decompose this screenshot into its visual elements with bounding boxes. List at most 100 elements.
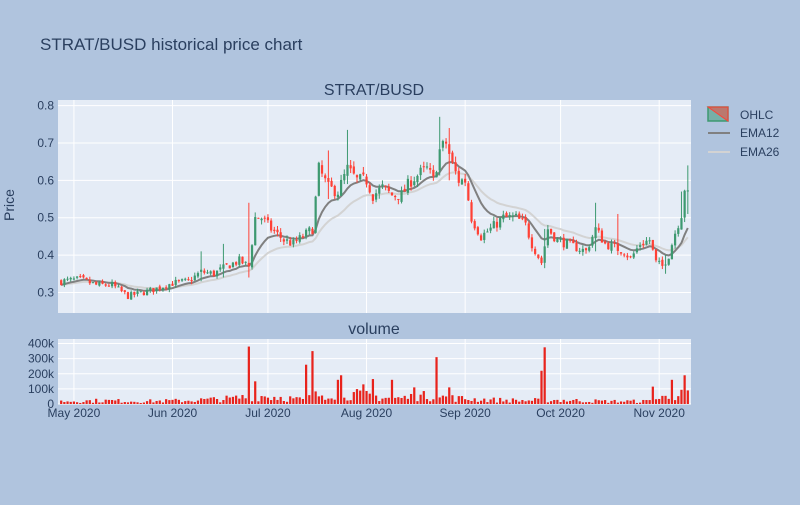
candle-body [142,292,145,296]
candle-body [597,227,600,231]
candle-body [107,285,111,287]
volume-bar [349,400,352,404]
volume-bar [320,395,324,404]
candle-body [139,291,142,293]
volume-bar [661,395,664,404]
price-tick-label: 0.3 [37,285,54,299]
candle-body [648,240,651,242]
candle-body [553,232,556,242]
candle-body [260,218,263,221]
volume-bar [250,401,254,404]
volume-bar [327,398,330,404]
volume-bar [432,399,435,404]
candle-body [473,221,476,229]
price-tick-label: 0.8 [37,99,54,113]
volume-bar [88,400,91,404]
volume-bar [565,401,569,404]
volume-bar [298,397,301,404]
volume-bar [505,399,508,404]
candle-body [492,221,495,229]
candle-body [241,256,244,264]
volume-bar [295,397,298,404]
volume-bar [231,396,235,404]
volume-bar [642,399,645,404]
volume-bar [429,401,432,404]
volume-bar [597,400,600,404]
candle-body [225,263,228,265]
candle-body [591,236,594,246]
candle-body [184,278,187,280]
candle-body [114,282,117,287]
price-plot-area [58,100,691,313]
volume-bar [145,401,149,404]
price-tick-label: 0.7 [37,136,54,150]
volume-bar [476,401,479,404]
volume-bar [613,399,616,404]
volume-bar [276,399,279,404]
volume-bar [180,402,184,404]
volume-tick-label: 0 [47,397,54,411]
volume-bar [416,401,419,404]
volume-bar [616,402,619,404]
candle-body [60,280,63,285]
candle-body [581,248,584,252]
candle-body [126,292,130,299]
volume-bar [238,398,241,404]
candle-body [193,275,196,281]
volume-bar [479,400,483,404]
volume-bar [508,402,511,404]
volume-bar [460,396,464,404]
legend-item-ohlc[interactable]: OHLC [706,106,774,122]
volume-bar [117,399,120,404]
volume-bar [95,398,98,404]
legend[interactable]: OHLC EMA12 EMA26 [706,106,780,159]
candle-body [483,232,486,240]
volume-subplot-title: volume [348,321,400,338]
candle-body [355,175,359,178]
candle-body [238,256,241,265]
candle-body [228,265,231,269]
candle-body [546,229,549,246]
candle-body [464,178,467,183]
date-tick-label: May 2020 [48,406,101,420]
volume-bar [60,400,63,404]
candle-body [521,218,524,220]
candle-body [149,287,152,291]
volume-bar [155,400,158,404]
volume-bar [126,402,130,404]
volume-bar [518,401,521,404]
candle-body [400,190,403,202]
candle-body [438,149,441,171]
volume-bar [200,398,203,404]
volume-bar [177,399,180,404]
candle-body [219,267,222,270]
candle-body [79,276,82,278]
volume-bar [511,398,514,404]
candle-body [250,245,254,268]
volume-bar [161,402,165,404]
volume-bar [543,347,546,404]
candle-body [432,169,435,177]
candle-body [584,248,588,251]
volume-bar [142,402,145,404]
price-tick-label: 0.5 [37,211,54,225]
volume-bar [680,389,683,404]
candle-body [629,256,632,258]
volume-bar [581,402,584,404]
volume-bar [381,398,384,404]
legend-label-ema26: EMA26 [740,145,780,159]
volume-bar [623,401,626,404]
volume-bar [534,398,537,404]
legend-item-ema12[interactable]: EMA12 [708,126,780,140]
volume-bar [451,395,454,404]
volume-bar [308,395,311,404]
volume-tick-label: 300k [28,352,55,366]
candle-body [72,278,76,280]
candle-body [276,229,279,233]
legend-item-ema26[interactable]: EMA26 [708,145,780,159]
candle-body [110,282,114,287]
legend-label-ohlc: OHLC [740,108,774,122]
candle-body [441,141,445,148]
volume-bar [514,399,518,404]
candle-body [486,231,489,233]
